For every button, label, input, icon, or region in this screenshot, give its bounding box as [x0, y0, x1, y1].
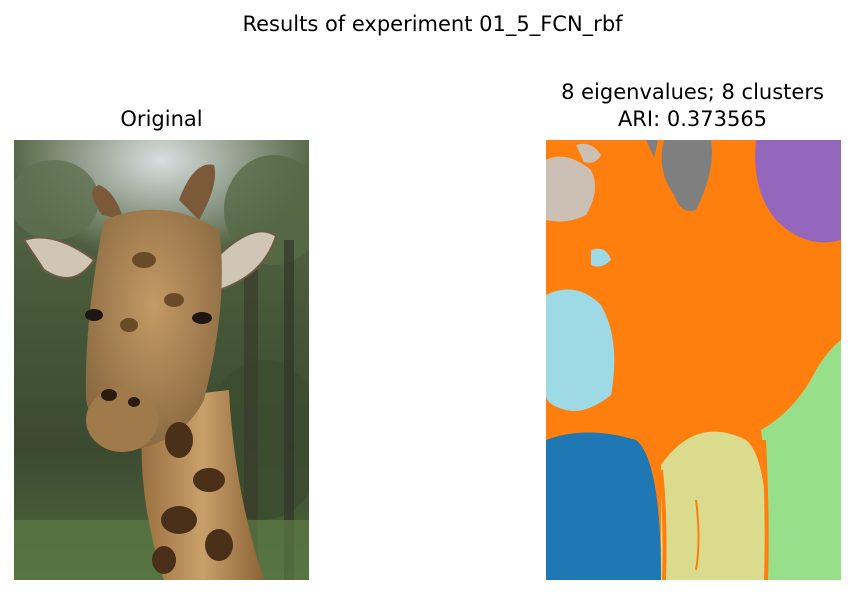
original-image-panel: [14, 140, 309, 580]
figure-title: Results of experiment 01_5_FCN_rbf: [242, 12, 623, 36]
original-panel-title: Original: [120, 107, 203, 131]
segmentation-panel-title: 8 eigenvalues; 8 clusters ARI: 0.373565: [561, 80, 824, 131]
cluster-segmentation-map: [546, 140, 841, 580]
segmentation-image-panel: [546, 140, 841, 580]
giraffe-photo: [14, 140, 309, 580]
